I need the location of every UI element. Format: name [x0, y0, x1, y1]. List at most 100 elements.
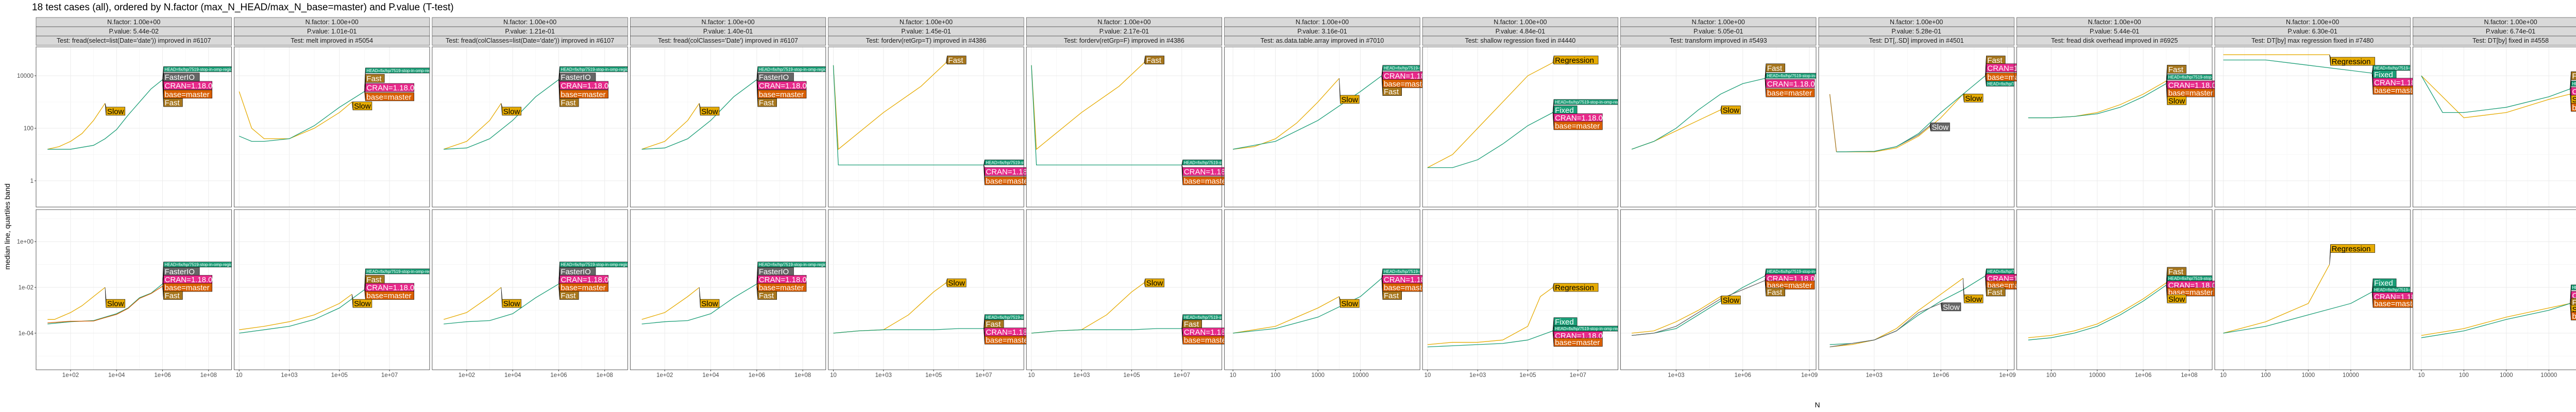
- series-label: Fixed: [1555, 106, 1574, 115]
- strip-label: Test: as.data.table.array improved in #7…: [1261, 37, 1384, 44]
- series-label: base=master: [1184, 177, 1229, 186]
- facet-panel: N.factor: 1.00e+00 P.value: 5.05e-01 Test:…: [1620, 17, 1837, 379]
- y-tick-label: 1e-04: [19, 331, 34, 337]
- series-label: Slow: [1341, 300, 1358, 308]
- strip-label: P.value: 1.40e-01: [703, 28, 753, 35]
- series-label: Fast: [1767, 64, 1783, 73]
- series-label: Regression: [1555, 56, 1594, 65]
- series-label-box: [2571, 304, 2576, 314]
- strip-label: P.value: 5.28e-01: [1892, 28, 1941, 35]
- series-label-box: [1930, 123, 1950, 131]
- series-label: HEAD=fix/hp/7519-stop-in-omp-region: [165, 67, 235, 72]
- facet-panel: N.factor: 1.00e+00 P.value: 5.44e-02 Test:…: [17, 17, 235, 379]
- facet-panel: N.factor: 1.00e+00 P.value: 4.84e-01 Test:…: [1422, 17, 1625, 379]
- panel-border: [828, 46, 1024, 208]
- x-tick-label: 10: [1424, 372, 1431, 379]
- x-tick-label: 1e+06: [154, 372, 171, 379]
- x-tick-label: 1e+07: [1570, 372, 1586, 379]
- series-label: HEAD=fix/hp/7519-stop-in-omp-region: [1384, 269, 1454, 274]
- series-label: HEAD=fix/hp/7519-stop-in-omp-region: [2572, 81, 2576, 86]
- series-label-box: [1553, 317, 1578, 327]
- panel-background: [1819, 210, 2014, 370]
- panel-background: [234, 47, 430, 207]
- x-tick-label: 1e+08: [794, 372, 811, 379]
- series-label: HEAD=fix/hp/7519-stop-in-omp-region: [2374, 66, 2444, 71]
- panel-border: [432, 46, 628, 208]
- series-line-slow: [443, 103, 502, 150]
- strip-label: Test: forderv(retGrp=F) improved in #438…: [1064, 37, 1184, 44]
- strip-label: P.value: 1.01e-01: [307, 28, 357, 35]
- series-line-head-fix-hp-7519-stop-in-omp-region: [641, 79, 757, 150]
- facet-panel: N.factor: 1.00e+00 P.value: 6.74e-01 Test:…: [2412, 17, 2576, 379]
- series-label: HEAD=fix/hp/7519-stop-in-omp-region: [759, 67, 829, 72]
- series-label: base=master: [366, 291, 411, 300]
- x-tick-label: 1e+04: [504, 372, 521, 379]
- series-label: CRAN=1.18.0: [1767, 80, 1815, 89]
- y-tick-label: 1e-02: [19, 285, 33, 291]
- series-label: HEAD=fix/hp/7519-stop-in-omp-region: [561, 67, 631, 72]
- series-label: HEAD=fix/hp/7519-stop-in-omp-region: [1184, 160, 1254, 165]
- series-line-head-fix-hp-7519-stop-in-omp-region: [2223, 291, 2372, 334]
- x-tick-label: 1e+06: [550, 372, 567, 379]
- x-tick-label: 10: [2220, 372, 2227, 379]
- series-label: base=master: [2168, 89, 2213, 98]
- series-label-box: [947, 56, 967, 64]
- series-label: FasterIO: [165, 267, 195, 276]
- panel-background: [828, 210, 1024, 370]
- panel-background: [1819, 47, 2014, 207]
- panel-background: [2016, 47, 2212, 207]
- series-label: HEAD=fix/hp/7519-stop-in-omp-region: [2168, 75, 2239, 80]
- series-line-fast: [1829, 94, 1837, 152]
- panel-border: [1224, 209, 1420, 370]
- series-label-box: [1382, 87, 1402, 96]
- series-label: Slow: [1965, 295, 1982, 304]
- x-tick-label: 10000: [2343, 372, 2359, 379]
- panel-border: [1026, 209, 1223, 370]
- series-label: Fast: [561, 291, 576, 300]
- x-axis-title: N: [1815, 401, 1820, 409]
- series-label-box: [1766, 287, 1785, 297]
- series-label: Slow: [1723, 296, 1740, 305]
- x-tick-label: 10: [236, 372, 243, 379]
- series-label-box: [2167, 96, 2187, 105]
- y-tick-label: 10000: [17, 73, 33, 79]
- series-label-box: [1766, 281, 1815, 289]
- strip-label: P.value: 1.45e-01: [901, 28, 951, 35]
- series-label-box: [1145, 278, 1164, 287]
- x-tick-label: 1e+06: [2135, 372, 2151, 379]
- series-label-box: [1986, 287, 2006, 297]
- series-line-base-master: [47, 286, 163, 323]
- series-label: Fast: [165, 99, 180, 108]
- strip-label: N.factor: 1.00e+00: [900, 19, 953, 26]
- series-label: Fast: [759, 99, 774, 108]
- series-label: Slow: [354, 300, 371, 308]
- series-line-head-fix-hp-7519-stop-in-omp-region: [1631, 78, 1765, 150]
- x-tick-label: 10: [2418, 372, 2425, 379]
- series-line-slow: [1233, 78, 1340, 150]
- series-label: Fast: [1987, 288, 2003, 297]
- series-line-slow: [444, 287, 502, 320]
- series-label: Fast: [165, 291, 180, 300]
- strip-label: N.factor: 1.00e+00: [2088, 19, 2141, 26]
- series-label: base=master: [366, 93, 411, 101]
- series-label-box: [700, 107, 720, 116]
- series-label-box: [1766, 88, 1815, 97]
- series-label-box: [560, 81, 608, 90]
- series-label: base=master: [1384, 80, 1429, 89]
- series-label: Regression: [2332, 58, 2371, 66]
- series-label: HEAD=fix/hp/7519-stop-in-omp-region: [1767, 74, 1837, 78]
- series-label: CRAN=1.18.0: [986, 328, 1033, 337]
- panel-border: [2016, 46, 2213, 208]
- panel-border: [1422, 46, 1618, 208]
- panel-border: [36, 209, 232, 370]
- series-label: Fast: [948, 56, 963, 65]
- x-tick-label: 1e+02: [656, 372, 673, 379]
- series-line-head-fix-hp-7519-stop-in-omp-region: [641, 283, 757, 324]
- series-line-head-fix-hp-7519-stop-in-omp-region: [239, 91, 365, 142]
- strip-label: N.factor: 1.00e+00: [2286, 19, 2339, 26]
- series-label: HEAD=fix/hp/7519-stop-in-omp-region: [2572, 285, 2576, 290]
- series-label: base=master: [1184, 336, 1229, 345]
- series-label: CRAN=1.18.0: [366, 284, 414, 293]
- series-label: CRAN=1.18.0: [165, 276, 213, 284]
- series-line-head-fix-hp-7519-stop-in-omp-region: [1233, 278, 1382, 334]
